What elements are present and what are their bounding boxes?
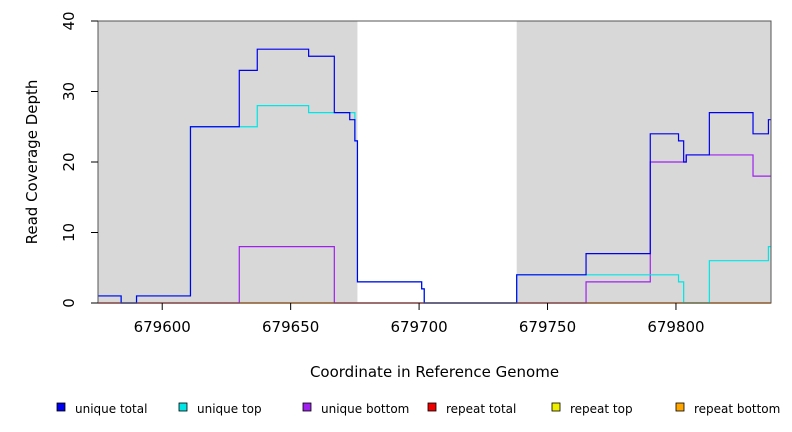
x-tick-label: 679750 [519,318,576,336]
y-tick-label: 20 [60,152,78,171]
shaded-region-1 [516,21,771,303]
legend-swatch-unique-total [56,402,66,412]
legend-swatch-repeat-total [427,402,437,412]
y-tick-label: 30 [60,82,78,101]
legend-label-repeat-top: repeat top [570,402,633,416]
legend-swatch-unique-bottom [302,402,312,412]
series-unique-bottom [98,154,771,304]
x-tick-label: 679650 [262,318,319,336]
legend-label-unique-total: unique total [75,402,147,416]
shaded-region-0 [98,21,358,303]
shaded-regions [98,21,771,303]
y-tick-label: 40 [60,11,78,30]
x-tick-label: 679700 [390,318,447,336]
series-unique-total [98,48,771,304]
y-axis-title: Read Coverage Depth [23,80,41,245]
legend-swatch-unique-top [178,402,188,412]
legend-swatch-repeat-top [551,402,561,412]
legend-label-repeat-bottom: repeat bottom [694,402,780,416]
axes: 679600 679650 679700 679750 679800 0 10 20 30 40 [60,11,705,336]
legend-label-unique-bottom: unique bottom [321,402,409,416]
x-tick-label: 679800 [647,318,704,336]
x-tick-label: 679600 [134,318,191,336]
legend-swatch-repeat-bottom [675,402,685,412]
y-tick-label: 10 [60,223,78,242]
legend-label-unique-top: unique top [197,402,262,416]
legend-label-repeat-total: repeat total [446,402,516,416]
legend: unique total unique top unique bottom repea… [56,402,780,416]
y-tick-label: 0 [60,298,78,308]
x-axis-title: Coordinate in Reference Genome [310,363,559,381]
